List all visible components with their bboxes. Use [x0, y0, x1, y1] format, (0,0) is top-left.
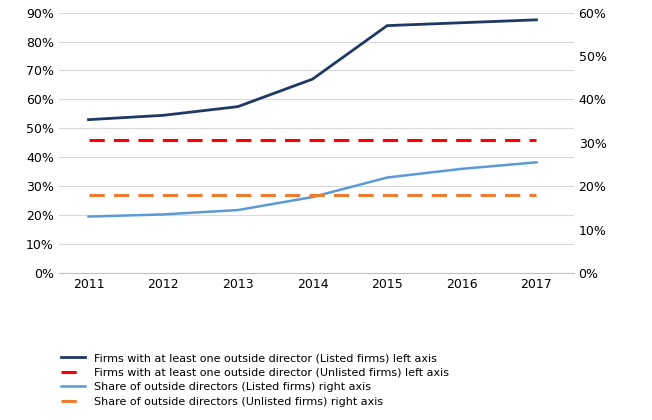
Firms with at least one outside director (Unlisted firms) left axis: [458, 137, 466, 142]
Line: Firms with at least one outside director (Listed firms) left axis: Firms with at least one outside director…: [89, 20, 537, 120]
Firms with at least one outside director (Listed firms) left axis: [234, 104, 242, 109]
Share of outside directors (Unlisted firms) right axis: [85, 192, 93, 197]
Firms with at least one outside director (Listed firms) left axis: [533, 17, 541, 22]
Firms with at least one outside director (Listed firms) left axis: [308, 76, 316, 81]
Firms with at least one outside director (Unlisted firms) left axis: [533, 137, 541, 142]
Firms with at least one outside director (Listed firms) left axis: [159, 113, 167, 118]
Firms with at least one outside director (Unlisted firms) left axis: [383, 137, 391, 142]
Share of outside directors (Unlisted firms) right axis: [458, 192, 466, 197]
Share of outside directors (Unlisted firms) right axis: [159, 192, 167, 197]
Firms with at least one outside director (Listed firms) left axis: [85, 117, 93, 122]
Firms with at least one outside director (Listed firms) left axis: [458, 20, 466, 25]
Share of outside directors (Listed firms) right axis: [159, 212, 167, 217]
Share of outside directors (Listed firms) right axis: [533, 160, 541, 165]
Firms with at least one outside director (Unlisted firms) left axis: [308, 137, 316, 142]
Share of outside directors (Listed firms) right axis: [234, 207, 242, 213]
Share of outside directors (Unlisted firms) right axis: [383, 192, 391, 197]
Firms with at least one outside director (Listed firms) left axis: [383, 23, 391, 28]
Legend: Firms with at least one outside director (Listed firms) left axis, Firms with at: Firms with at least one outside director…: [58, 350, 452, 410]
Firms with at least one outside director (Unlisted firms) left axis: [159, 137, 167, 142]
Share of outside directors (Unlisted firms) right axis: [533, 192, 541, 197]
Share of outside directors (Listed firms) right axis: [85, 214, 93, 219]
Firms with at least one outside director (Unlisted firms) left axis: [85, 137, 93, 142]
Share of outside directors (Unlisted firms) right axis: [308, 192, 316, 197]
Share of outside directors (Listed firms) right axis: [308, 194, 316, 200]
Share of outside directors (Listed firms) right axis: [383, 175, 391, 180]
Firms with at least one outside director (Unlisted firms) left axis: [234, 137, 242, 142]
Line: Share of outside directors (Listed firms) right axis: Share of outside directors (Listed firms…: [89, 162, 537, 217]
Share of outside directors (Unlisted firms) right axis: [234, 192, 242, 197]
Share of outside directors (Listed firms) right axis: [458, 166, 466, 171]
